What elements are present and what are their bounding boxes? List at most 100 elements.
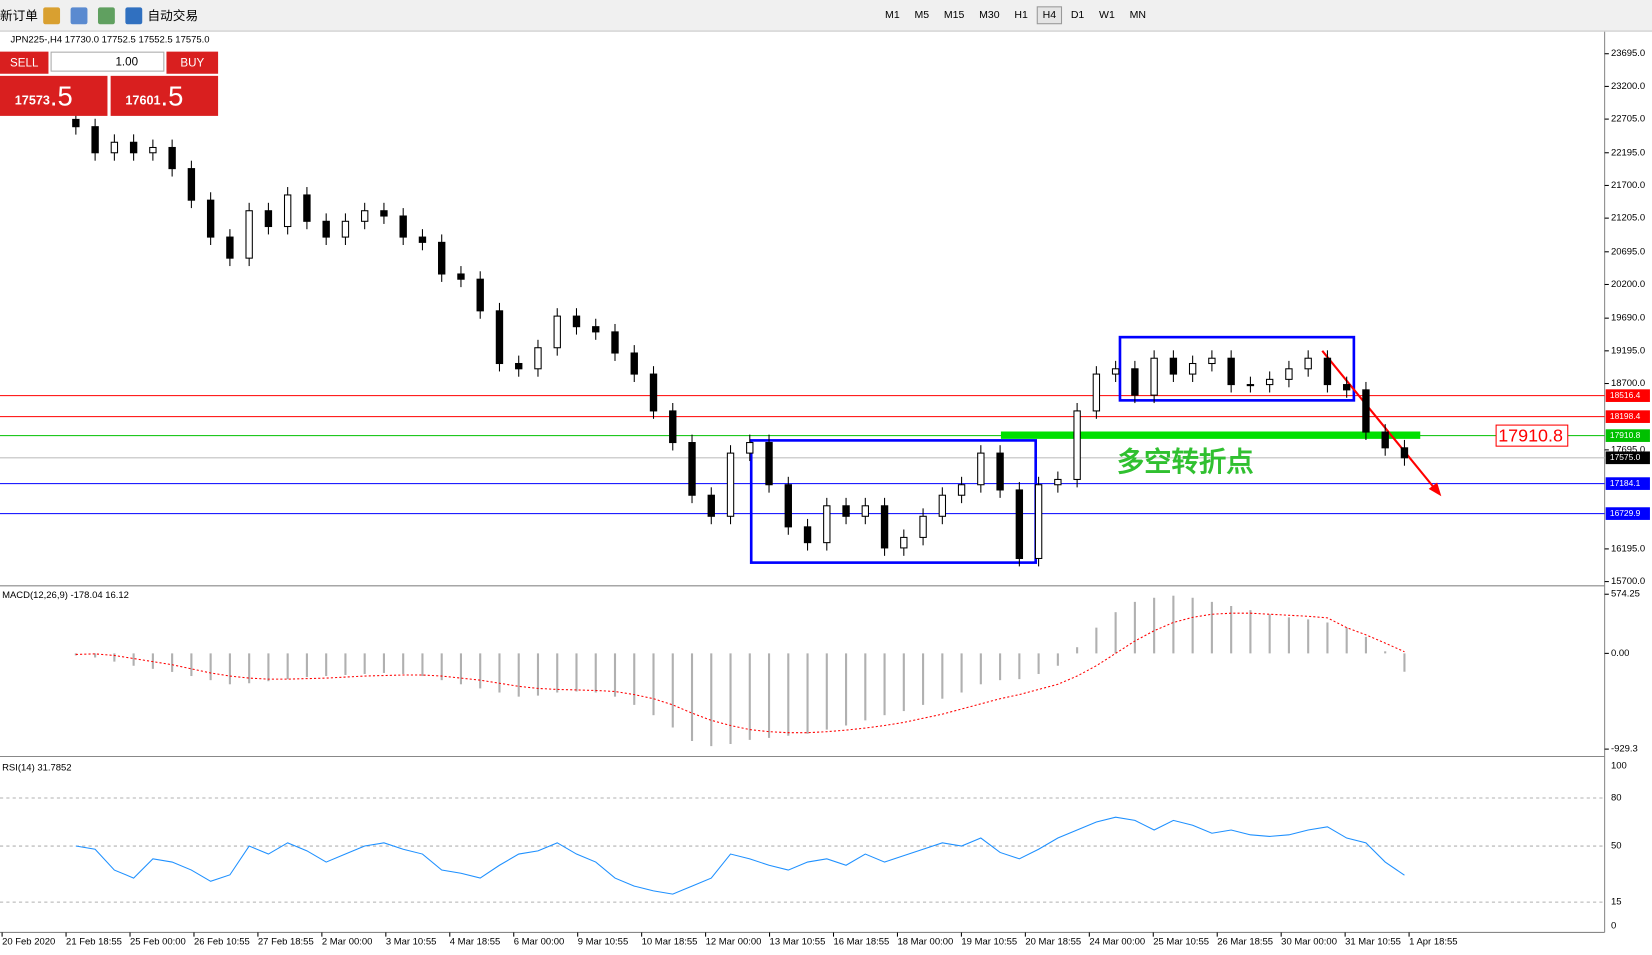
candle-body	[611, 331, 619, 354]
candle-body	[129, 141, 138, 154]
candle-body	[1342, 384, 1351, 391]
price-small: .5	[160, 79, 184, 112]
candle-body	[900, 536, 908, 549]
buy-button[interactable]: BUY	[166, 51, 219, 74]
candle-body	[418, 236, 427, 243]
time-label: 6 Mar 00:00	[514, 936, 565, 947]
icon[interactable]	[125, 6, 143, 24]
annotation: 多空转折点	[1117, 446, 1254, 477]
chart-bg	[0, 31, 1605, 933]
sell-button[interactable]: SELL	[0, 51, 49, 74]
time-label: 20 Mar 18:55	[1025, 936, 1081, 947]
toolbar: 新订单 自动交易 M1 M5 M15 M30 H1 H4 D1 W1 MN	[0, 0, 1652, 32]
time-label: 26 Mar 18:55	[1217, 936, 1273, 947]
rsi-tick-label: 100	[1611, 760, 1627, 771]
timeframe-button[interactable]: M1	[885, 9, 900, 22]
timeframe-button[interactable]: H1	[1014, 9, 1028, 22]
timeframe-button[interactable]: M30	[979, 9, 1000, 22]
candle-body	[1034, 484, 1043, 560]
candle-body	[399, 215, 407, 238]
candle-body	[688, 442, 696, 496]
macd-tick-label: 0.00	[1611, 648, 1629, 659]
time-label: 25 Mar 10:55	[1153, 936, 1209, 947]
candle-body	[630, 352, 638, 375]
y-tick-label: 17695.0	[1611, 444, 1645, 455]
candle-body	[592, 326, 600, 333]
candle-body	[1169, 357, 1178, 375]
timeframe-button[interactable]: M5	[914, 9, 930, 22]
candle-body	[438, 241, 446, 275]
timeframes: M1 M5 M15 M30 H1 H4 D1 W1 MN	[878, 6, 1154, 25]
candle-body	[380, 210, 388, 217]
price-big: 17573	[14, 92, 50, 108]
candle-body	[553, 315, 561, 349]
candle-body	[168, 146, 176, 170]
level-label: 18198.4	[1610, 411, 1641, 421]
level-label: 16729.9	[1610, 508, 1641, 518]
level-label-bg	[1605, 410, 1650, 423]
buy-price[interactable]: 17601.5	[110, 75, 219, 116]
icon[interactable]	[98, 6, 115, 24]
timeframe-button[interactable]: MN	[1129, 9, 1147, 22]
candle-body	[1092, 373, 1101, 412]
candle-body	[1265, 378, 1274, 386]
candle-body	[72, 118, 80, 128]
auto-trade[interactable]: 自动交易	[147, 8, 199, 24]
timeframe-button[interactable]: H4	[1036, 6, 1063, 25]
timeframe-button[interactable]: W1	[1099, 9, 1115, 22]
y-tick-label: 20695.0	[1611, 246, 1645, 257]
candle-body	[957, 484, 966, 496]
new-order[interactable]: 新订单	[0, 8, 38, 24]
level-label: 17184.1	[1610, 478, 1641, 488]
time-label: 12 Mar 00:00	[706, 936, 762, 947]
time-label: 30 Mar 00:00	[1281, 936, 1337, 947]
timeframe-button[interactable]: D1	[1070, 9, 1085, 22]
rsi-tick-label: 15	[1611, 897, 1622, 908]
candle-body	[669, 410, 677, 444]
icon[interactable]	[70, 6, 88, 24]
candle-body	[1400, 447, 1409, 459]
candle-body	[187, 168, 196, 201]
candle-body	[861, 505, 869, 517]
candle-body	[919, 515, 927, 538]
lot-input[interactable]: 1.00	[50, 51, 165, 72]
candle-body	[803, 526, 812, 544]
time-label: 20 Feb 2020	[2, 936, 55, 947]
rsi-tick-label: 50	[1611, 841, 1622, 852]
trade-panel: SELL 1.00 BUY 17573.5 17601.5	[0, 51, 219, 116]
candle-body	[1131, 368, 1139, 396]
level-label: 18516.4	[1610, 390, 1641, 400]
level-label-bg	[1605, 389, 1650, 402]
timeframe-button[interactable]: M15	[943, 9, 965, 22]
y-tick-label: 19690.0	[1611, 313, 1645, 324]
time-label: 24 Mar 00:00	[1089, 936, 1145, 947]
range-box	[1118, 335, 1356, 402]
time-label: 16 Mar 18:55	[834, 936, 890, 947]
level-label-bg	[1605, 429, 1650, 442]
time-label: 18 Mar 00:00	[897, 936, 953, 947]
price-small: .5	[49, 79, 73, 112]
candle-body	[823, 505, 831, 544]
candle-body	[322, 220, 330, 238]
candle-body	[784, 484, 792, 528]
candle-body	[1246, 384, 1255, 387]
level-label-bg	[1605, 507, 1650, 520]
level-callout-bg	[1495, 424, 1569, 447]
candle-body	[726, 452, 735, 517]
y-tick-label: 22195.0	[1611, 147, 1645, 158]
rsi-tick-label: 80	[1611, 792, 1622, 803]
candle-body	[977, 452, 985, 486]
y-tick-label: 16195.0	[1611, 543, 1645, 554]
candle-body	[1150, 357, 1158, 396]
candle-body	[707, 494, 715, 517]
candle-body	[226, 236, 234, 259]
candle-body	[1285, 368, 1293, 380]
level-label: 17910.8	[1610, 430, 1641, 440]
candle-body	[572, 315, 581, 328]
candle-body	[149, 146, 157, 154]
icon[interactable]	[43, 6, 61, 24]
y-tick-label: 21700.0	[1611, 180, 1645, 191]
sell-price[interactable]: 17573.5	[0, 75, 108, 116]
level-label-bg	[1605, 451, 1650, 465]
